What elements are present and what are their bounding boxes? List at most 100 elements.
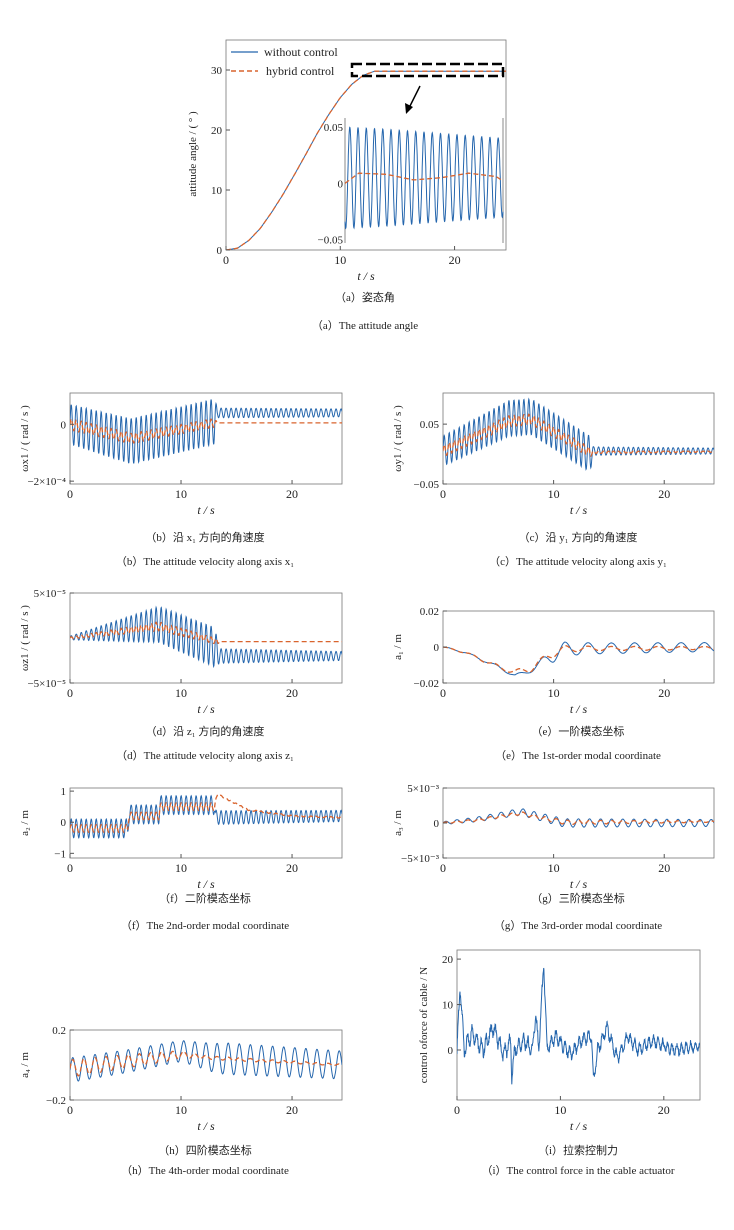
y-axis-label: a₄ / m [19,1052,31,1078]
y-tick-label: −0.02 [414,678,439,690]
y-tick-label: 0 [434,818,440,830]
without-control-line [443,397,714,471]
y-axis-label: ωy1 / ( rad / s ) [392,405,404,472]
x-tick-label: 10 [175,487,187,501]
hybrid-control-line [443,413,714,458]
x-tick-label: 10 [548,861,560,875]
y-axis-label: a₃ / m [392,810,404,836]
zoom-region-box [350,62,505,78]
x-tick-label: 20 [658,861,670,875]
y-axis-label: ωz1 / ( rad / s ) [19,605,31,671]
caption-cn-e: （e）一阶模态坐标 [531,726,625,738]
x-axis-label: t / s [197,1119,215,1133]
series-group [70,793,342,840]
caption-en-b: （b）The attitude velocity along axis x₁ [115,556,295,568]
hybrid-control-line [70,1050,342,1077]
chart-panel-g: 0 10 205×10⁻³0−5×10⁻³t / sa₃ / m [392,783,715,891]
x-tick-label: 0 [67,686,73,700]
x-tick-label: 20 [658,1103,670,1117]
x-tick-label: 0 [440,487,446,501]
y-tick-label: 5×10⁻⁵ [34,588,67,600]
hybrid-control-line [70,621,342,644]
plot-frame [69,392,343,485]
x-tick-label: 20 [449,253,461,267]
hybrid-control-line [70,793,342,834]
without-control-line [70,794,342,840]
series-group [70,399,342,464]
x-tick-label: 0 [67,1103,73,1117]
y-axis-label: a₁ / m [392,634,404,660]
caption-en-c: （c）The attitude velocity along axis y₁ [489,556,667,568]
series-group [443,397,714,471]
hybrid-control-line [443,811,714,825]
chart-panel-h: 0 10 20 0.2 −0.2 t / s a₄ / m [19,1025,343,1133]
chart-panel-a: 0 10 20 0 10 20 30 t / s attitude angle / ( ° ) 0… [187,39,507,283]
y-tick-label: 5×10⁻³ [407,783,440,795]
x-axis-label: t / s [570,1119,588,1133]
caption-cn-b: （b）沿 x₁ 方向的角速度 [145,532,265,544]
hybrid-control-line [70,417,342,444]
x-tick-label: 20 [658,686,670,700]
x-axis-label: t / s [357,269,375,283]
x-tick-label: 10 [548,686,560,700]
caption-cn-g: （g）三阶模态坐标 [531,893,625,905]
y-tick-label: 20 [211,125,223,137]
chart-panel-e: 0 10 200.020−0.02t / sa₁ / m [392,606,715,716]
y-tick-label: 0.2 [52,1025,66,1037]
caption-cn-i: （i）拉索控制力 [537,1145,619,1157]
x-axis-label: t / s [570,503,588,517]
x-tick-label: 0 [67,861,73,875]
plot-frame [225,39,507,251]
x-tick-label: 10 [554,1103,566,1117]
chart-panel-d: 0 10 20 5×10⁻⁵ −5×10⁻⁵ t / s ωz1 / ( rad / s ) [19,588,343,716]
y-tick-label: 10 [442,1000,454,1012]
caption-cn-a: （a）姿态角 [335,292,395,304]
zoom-arrow-head [405,103,413,114]
x-axis-label: t / s [197,503,215,517]
x-tick-label: 0 [223,253,229,267]
x-tick-label: 10 [334,253,346,267]
plot-frame [456,949,701,1101]
y-tick-label: −0.2 [46,1095,66,1107]
plot-frame [442,787,715,859]
inset-plot: 0.05 0 −0.05 [318,118,505,247]
x-tick-label: 10 [175,861,187,875]
x-tick-label: 0 [454,1103,460,1117]
without-control-line [70,605,342,669]
x-tick-label: 20 [286,686,298,700]
caption-en-e: （e）The 1st-order modal coordinate [495,750,661,762]
chart-panel-c: 0 10 20 0.05 −0.05 t / s ωy1 / ( rad / s ) [392,392,715,517]
y-tick-label: −0.05 [414,479,440,491]
x-tick-label: 0 [67,487,73,501]
y-tick-label: 0.02 [420,606,439,618]
without-control-line [344,126,504,230]
caption-en-h: （h）The 4th-order modal coordinate [121,1165,289,1177]
y-axis-label: ωx1 / ( rad / s ) [19,405,31,472]
x-tick-label: 10 [175,686,187,700]
x-tick-label: 0 [440,861,446,875]
x-tick-label: 20 [286,1103,298,1117]
y-tick-label: −2×10⁻⁴ [27,476,66,488]
legend: without control hybrid control [231,45,338,78]
caption-en-g: （g）The 3rd-order modal coordinate [493,920,663,932]
x-tick-label: 10 [175,1103,187,1117]
y-tick-label: 10 [211,185,223,197]
x-axis-label: t / s [570,702,588,716]
hybrid-control-line [443,644,714,673]
x-tick-label: 20 [286,487,298,501]
caption-en-i: （i）The control force in the cable actuat… [481,1165,675,1177]
y-tick-label: −1 [54,848,66,860]
y-tick-label: 0.05 [420,419,440,431]
y-tick-label: 0 [217,245,223,257]
y-tick-label: 0 [61,419,67,431]
x-tick-label: 10 [548,487,560,501]
x-tick-label: 20 [658,487,670,501]
x-tick-label: 20 [286,861,298,875]
plot-frame [69,1029,343,1101]
y-axis-label: a₂ / m [19,810,31,836]
y-axis-label: control oforce of cable / N [418,967,430,1083]
y-tick-label: 0 [61,817,67,829]
